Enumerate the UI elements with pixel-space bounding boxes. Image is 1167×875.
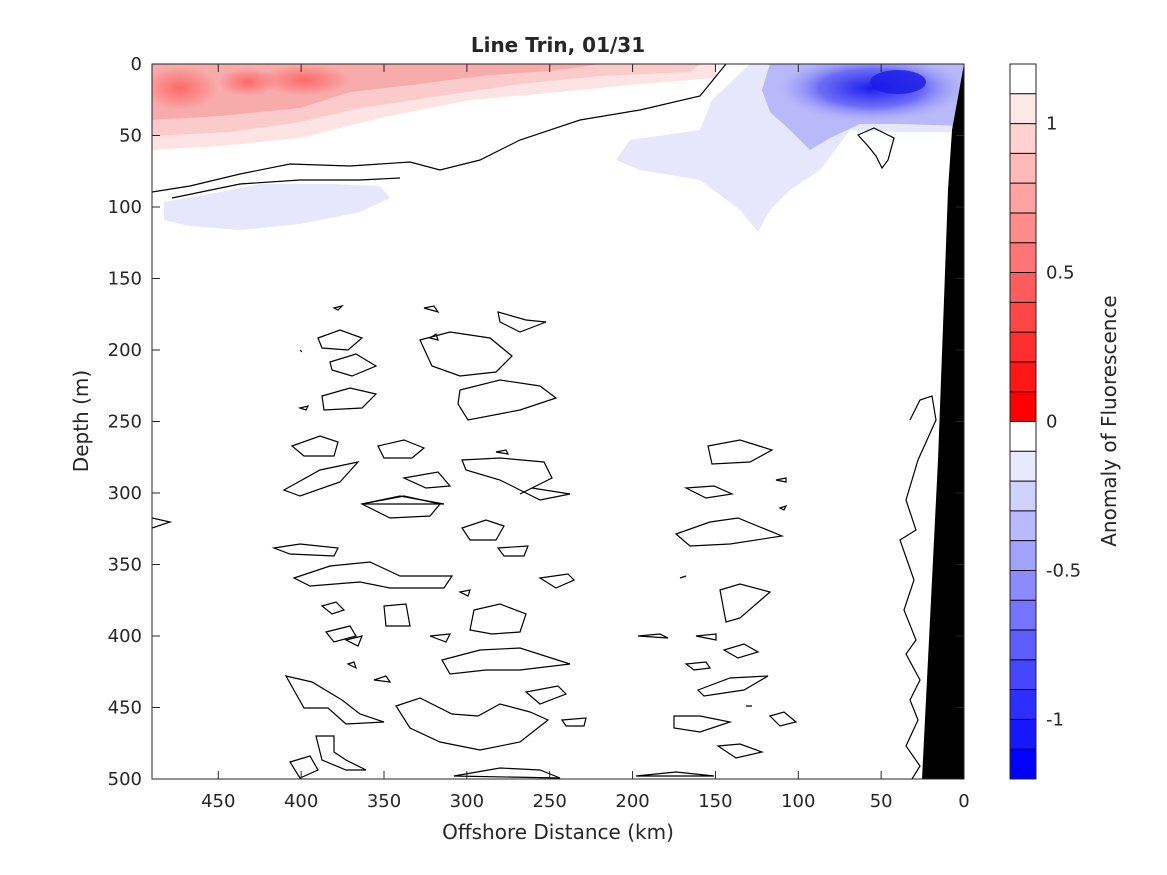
colorbar-swatch — [1010, 570, 1036, 601]
colorbar-swatch — [1010, 183, 1036, 214]
negative-anomaly-subsurface — [164, 184, 390, 230]
colorbar-swatch — [1010, 212, 1036, 244]
y-axis: 0 50 100 150 200 250 300 350 400 450 500 — [108, 54, 964, 790]
bathymetry-mask — [922, 64, 964, 779]
positive-anomaly-core-3 — [218, 68, 278, 96]
colorbar-tick-label: 0 — [1046, 412, 1057, 433]
y-tick-label: 0 — [131, 54, 142, 75]
colorbar-label: Anomaly of Fluorescence — [1097, 295, 1121, 546]
y-tick-label: 250 — [108, 412, 142, 433]
y-tick-label: 450 — [108, 698, 142, 719]
y-tick-label: 50 — [119, 126, 142, 147]
x-axis-label: Offshore Distance (km) — [442, 820, 674, 844]
zero-contour-noise — [152, 304, 937, 779]
y-tick-label: 350 — [108, 555, 142, 576]
x-tick-label: 450 — [201, 791, 235, 812]
colorbar-swatch — [1010, 630, 1036, 661]
anomaly-field — [152, 64, 964, 779]
zero-contour-offshore — [171, 177, 401, 199]
x-tick-label: 150 — [698, 791, 732, 812]
zero-contour-main — [152, 64, 727, 193]
colorbar-tick-label: -1 — [1046, 709, 1064, 730]
colorbar-swatch — [1010, 659, 1036, 691]
x-tick-label: 250 — [533, 791, 567, 812]
colorbar-swatch — [1010, 64, 1036, 95]
positive-anomaly-core-1 — [152, 66, 218, 110]
plot-area — [152, 64, 964, 779]
y-tick-label: 150 — [108, 269, 142, 290]
positive-anomaly-core-2 — [260, 64, 350, 96]
colorbar-swatch — [1010, 451, 1036, 482]
y-tick-label: 200 — [108, 340, 142, 361]
y-tick-label: 400 — [108, 626, 142, 647]
colorbar-swatch — [1010, 332, 1036, 363]
x-tick-label: 300 — [450, 791, 484, 812]
x-tick-label: 100 — [781, 791, 815, 812]
colorbar-ticks: 1 0.5 0 -0.5 -1 — [1030, 114, 1081, 730]
colorbar-swatch — [1010, 510, 1036, 542]
zero-contour-coastal-loop — [856, 127, 895, 170]
colorbar-swatch — [1010, 481, 1036, 512]
x-tick-label: 200 — [615, 791, 649, 812]
colorbar-tick-label: 0.5 — [1046, 263, 1075, 284]
colorbar-swatch — [1010, 123, 1036, 154]
colorbar-swatch — [1010, 719, 1036, 750]
colorbar-tick-label: -0.5 — [1046, 560, 1081, 581]
negative-anomaly-peak — [870, 70, 926, 94]
colorbar-swatch — [1010, 272, 1036, 303]
y-tick-label: 300 — [108, 483, 142, 504]
colorbar-swatch — [1010, 153, 1036, 184]
chart-title: Line Trin, 01/31 — [471, 33, 645, 57]
colorbar-swatch — [1010, 421, 1036, 452]
x-tick-label: 0 — [958, 791, 969, 812]
colorbar-swatch — [1010, 600, 1036, 631]
colorbar-swatch — [1010, 242, 1036, 274]
x-axis: 450 400 350 300 250 200 150 100 50 0 — [201, 64, 970, 812]
x-tick-label: 350 — [367, 791, 401, 812]
colorbar-swatch — [1010, 749, 1036, 780]
colorbar-tick-label: 1 — [1046, 114, 1057, 135]
colorbar-swatch — [1010, 93, 1036, 125]
y-tick-label: 500 — [108, 769, 142, 790]
colorbar-swatch — [1010, 391, 1036, 422]
y-axis-label: Depth (m) — [69, 370, 93, 472]
colorbar-swatch — [1010, 540, 1036, 571]
x-tick-label: 50 — [870, 791, 893, 812]
colorbar-swatch — [1010, 361, 1036, 393]
x-tick-label: 400 — [284, 791, 318, 812]
colorbar — [1009, 63, 1037, 780]
y-tick-label: 100 — [108, 197, 142, 218]
colorbar-swatch — [1010, 302, 1036, 333]
colorbar-swatch — [1010, 689, 1036, 720]
